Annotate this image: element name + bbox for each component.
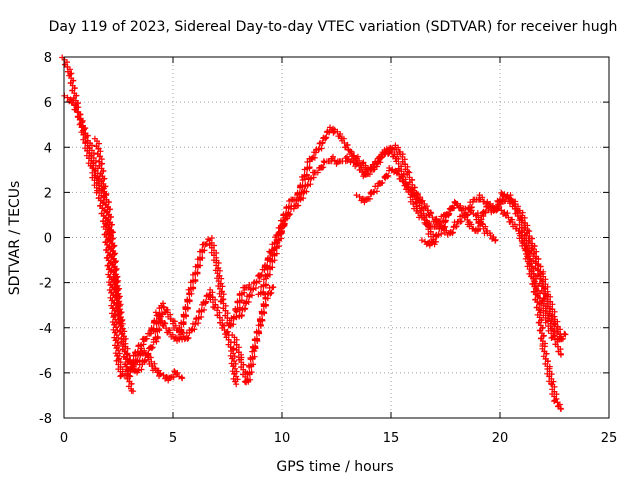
x-tick-label: 20: [492, 431, 509, 446]
plus-markers: [179, 286, 241, 388]
y-tick-label: -6: [39, 367, 52, 382]
plus-markers: [124, 345, 186, 384]
x-tick-label: 5: [169, 431, 177, 446]
plus-markers: [233, 124, 439, 320]
x-tick-label: 25: [601, 431, 618, 446]
series-track-H: [353, 165, 499, 244]
series-track-G: [255, 147, 460, 298]
y-tick-label: 4: [44, 141, 52, 156]
plus-markers: [255, 147, 460, 298]
y-tick-label: 6: [44, 96, 52, 111]
y-tick-label: 0: [44, 232, 52, 247]
x-axis-label: GPS time / hours: [276, 459, 393, 475]
series-track-E: [179, 286, 241, 388]
plus-markers: [229, 284, 277, 386]
plus-markers: [91, 135, 137, 395]
y-tick-label: -2: [39, 277, 52, 292]
axis-ticks: 0 5 10 15 20 25 -8 -6 -4 -2 0 2 4 6 8: [39, 51, 617, 446]
series-track-C: [91, 135, 137, 395]
y-tick-label: 2: [44, 186, 52, 201]
x-tick-label: 10: [274, 431, 291, 446]
series-track-A: [59, 54, 253, 380]
y-tick-label: 8: [44, 51, 52, 66]
plus-markers: [353, 165, 499, 244]
series-track-L: [229, 284, 277, 386]
y-axis-label: SDTVAR / TECUs: [7, 181, 23, 296]
series-track-D: [124, 345, 186, 384]
data-points: [59, 54, 569, 412]
x-tick-label: 15: [383, 431, 400, 446]
series-track-F: [233, 124, 439, 320]
grid: [64, 57, 609, 418]
chart-title: Day 119 of 2023, Sidereal Day-to-day VTE…: [49, 19, 618, 35]
y-tick-label: -4: [39, 322, 52, 337]
plus-markers: [59, 54, 253, 380]
plus-markers: [517, 232, 564, 358]
y-tick-label: -8: [39, 412, 52, 427]
x-tick-label: 0: [60, 431, 68, 446]
series-track-M: [517, 232, 564, 358]
